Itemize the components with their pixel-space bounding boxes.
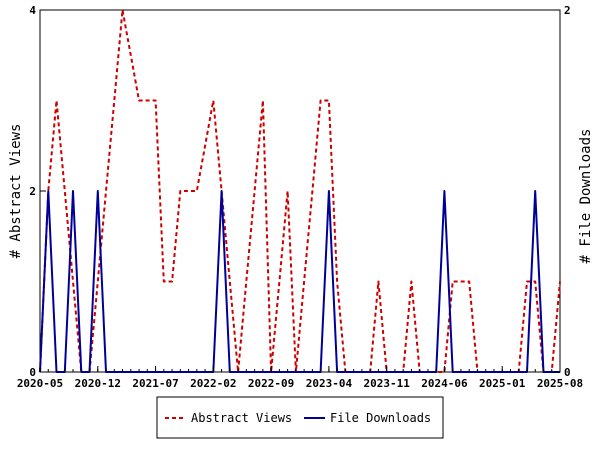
y2-tick-label: 0 (564, 366, 571, 379)
x-tick-label: 2025-01 (479, 377, 526, 390)
series-line-file-downloads (39, 190, 560, 373)
plot-area (39, 9, 561, 373)
x-tick-label: 2022-09 (248, 377, 294, 390)
y2-axis-title: # File Downloads (578, 129, 594, 264)
y-tick-label: 4 (29, 4, 36, 17)
x-tick-label: 2024-06 (421, 377, 468, 390)
y2-tick-label: 2 (564, 4, 571, 17)
x-tick-label: 2023-11 (363, 377, 410, 390)
legend-label-file-downloads: File Downloads (330, 411, 431, 425)
legend-box (156, 396, 444, 439)
chart-axes: 2020-05 2020-12 2021-07 2022-02 2022-09 2023-… (17, 4, 583, 390)
series-line-abstract-views (39, 9, 561, 373)
x-tick-label: 2020-05 (17, 377, 63, 390)
legend-label-abstract-views: Abstract Views (191, 411, 292, 425)
x-tick-label: 2023-04 (306, 377, 353, 390)
chart-marks (39, 9, 561, 373)
y-axis-title: # Abstract Views (8, 124, 24, 259)
y-tick-label: 2 (29, 185, 36, 198)
x-tick-label: 2022-02 (190, 377, 236, 390)
legend: Abstract Views File Downloads (156, 396, 444, 439)
x-tick-label: 2021-07 (132, 377, 178, 390)
x-tick-label: 2020-12 (75, 377, 121, 390)
y-tick-label: 0 (29, 366, 36, 379)
x-tick-label: 2025-08 (537, 377, 583, 390)
